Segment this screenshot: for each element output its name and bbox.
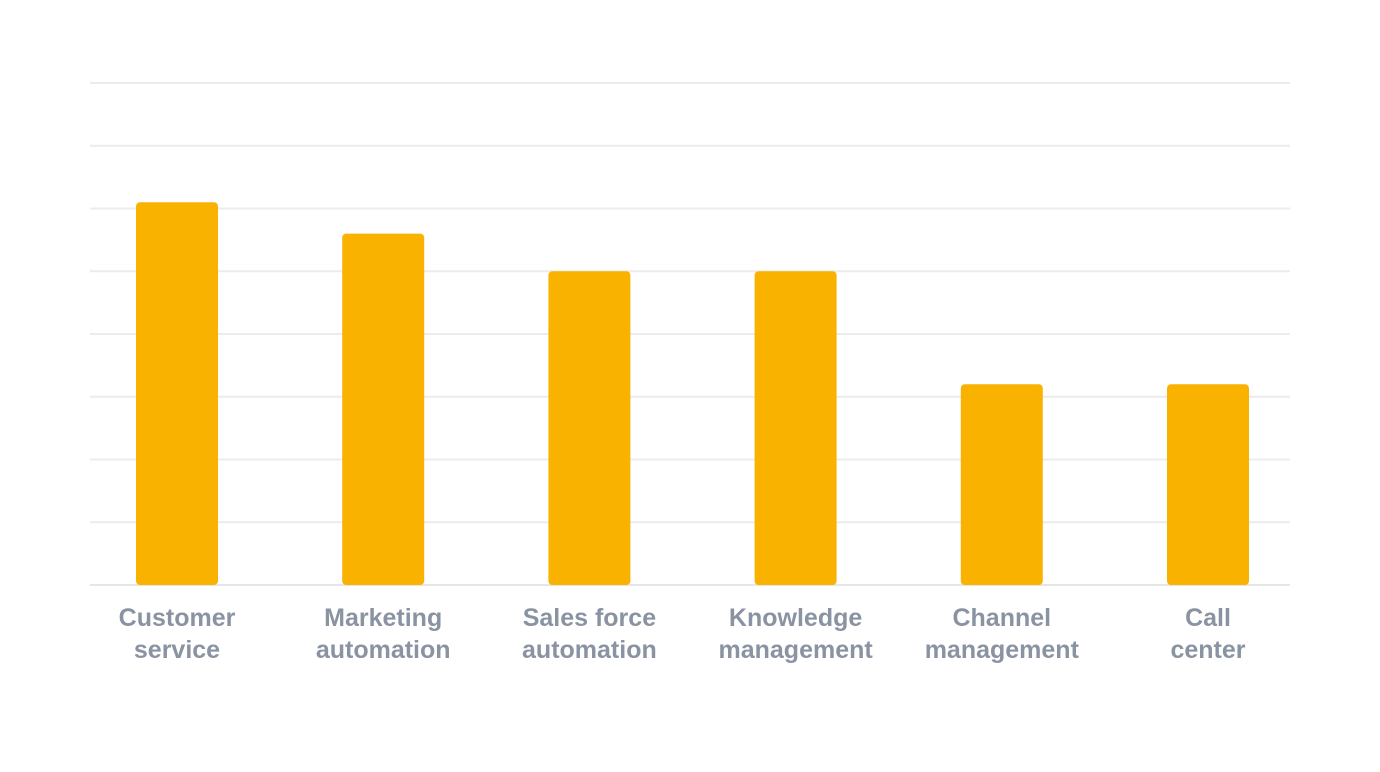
bar xyxy=(1167,384,1249,585)
x-tick-label: Sales force automation xyxy=(522,604,657,664)
x-tick-label-line: Sales force xyxy=(523,604,657,632)
x-tick-label: Customer service xyxy=(119,604,236,664)
x-tick-label-line: Knowledge xyxy=(729,604,862,632)
x-tick-label-line: service xyxy=(134,636,220,664)
bar xyxy=(342,233,425,585)
x-tick-label: Knowledge management xyxy=(718,604,873,664)
x-tick-label-line: Customer xyxy=(119,604,236,632)
bars xyxy=(136,202,1249,585)
x-tick-label-line: Channel xyxy=(952,604,1051,632)
x-tick-label: Marketing automation xyxy=(316,604,451,664)
x-tick-label-line: automation xyxy=(316,636,451,664)
x-tick-label-line: Marketing xyxy=(324,604,442,632)
bar xyxy=(548,271,631,585)
bar xyxy=(754,271,837,585)
x-tick-label-line: Call xyxy=(1185,604,1231,632)
gridlines xyxy=(90,82,1290,586)
x-tick-label: Call center xyxy=(1170,604,1245,664)
bar xyxy=(136,202,218,585)
bar xyxy=(960,384,1043,585)
x-tick-label-line: management xyxy=(925,636,1080,664)
x-tick-label-line: center xyxy=(1170,636,1245,664)
x-tick-label: Channel management xyxy=(925,604,1080,664)
x-tick-label-line: management xyxy=(718,636,873,664)
x-tick-label-line: automation xyxy=(522,636,657,664)
